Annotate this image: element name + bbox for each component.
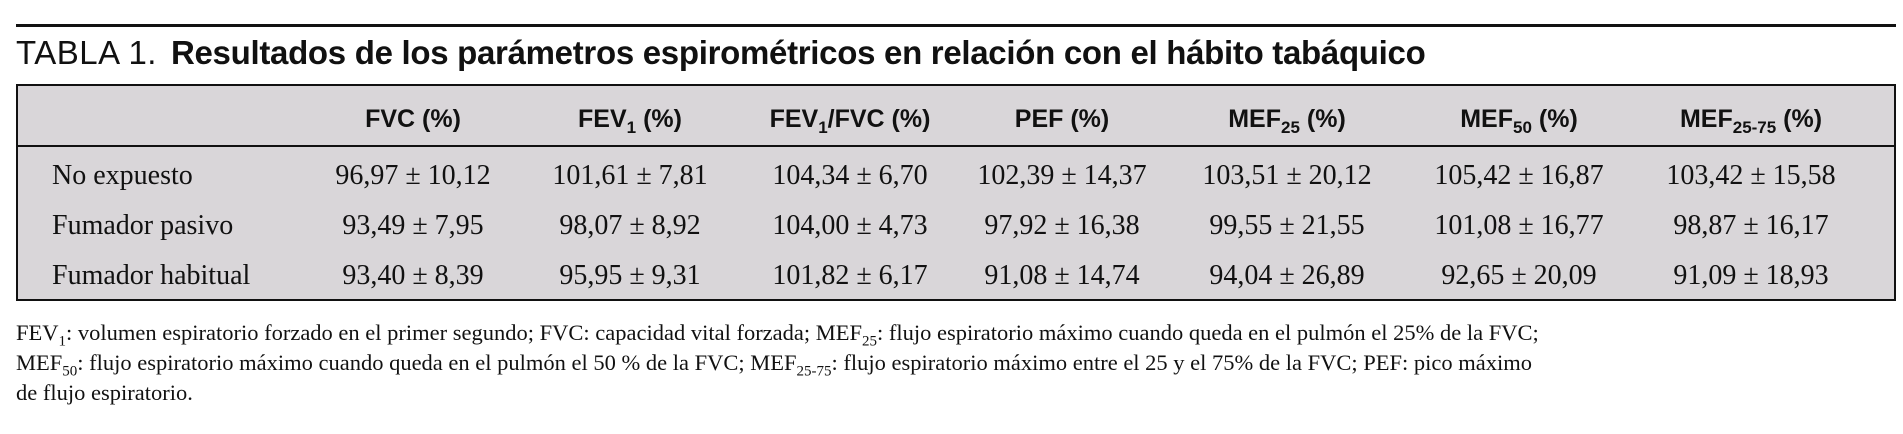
table-caption: Resultados de los parámetros espirométri… <box>170 34 1426 71</box>
row-label: No expuesto <box>52 160 193 191</box>
column-header: PEF (%) <box>1014 105 1110 133</box>
table-cell: 96,97 ± 10,12 <box>335 160 491 191</box>
table-cell: 105,42 ± 16,87 <box>1434 160 1604 191</box>
table-cell: 99,55 ± 21,55 <box>1209 210 1365 241</box>
footnote-line-3: de flujo espiratorio. <box>16 380 193 405</box>
table-cell: 98,87 ± 16,17 <box>1673 210 1829 241</box>
row-label: Fumador pasivo <box>52 210 234 241</box>
footnote-line-2: MEF50: flujo espiratorio máximo cuando q… <box>16 350 1533 380</box>
top-rule <box>16 24 1896 27</box>
table-cell: 104,34 ± 6,70 <box>772 160 928 191</box>
column-header: FEV1 (%) <box>578 105 682 137</box>
table-cell: 101,82 ± 6,17 <box>772 260 928 291</box>
table-cell: 93,49 ± 7,95 <box>342 210 484 241</box>
table-cell: 91,09 ± 18,93 <box>1673 260 1829 291</box>
results-table: FVC (%) FEV1 (%) FEV1/FVC (%) PEF (%) MEF25 … <box>16 84 1896 301</box>
column-header: FVC (%) <box>365 105 461 133</box>
header-divider <box>18 145 1894 147</box>
table-cell: 91,08 ± 14,74 <box>984 260 1140 291</box>
table-cell: 103,42 ± 15,58 <box>1666 160 1836 191</box>
table-number: TABLA 1. <box>16 34 157 71</box>
table-cell: 101,61 ± 7,81 <box>552 160 708 191</box>
row-label: Fumador habitual <box>52 260 251 291</box>
table-title: TABLA 1. Resultados de los parámetros esp… <box>16 33 1426 74</box>
footnote-line-1: FEV1: volumen espiratorio forzado en el … <box>16 320 1539 350</box>
column-header: MEF50 (%) <box>1460 105 1578 137</box>
table-cell: 98,07 ± 8,92 <box>559 210 701 241</box>
table-cell: 94,04 ± 26,89 <box>1209 260 1365 291</box>
table-cell: 101,08 ± 16,77 <box>1434 210 1604 241</box>
table-cell: 95,95 ± 9,31 <box>559 260 701 291</box>
table-cell: 92,65 ± 20,09 <box>1441 260 1597 291</box>
table-cell: 103,51 ± 20,12 <box>1202 160 1372 191</box>
column-header: MEF25-75 (%) <box>1679 105 1823 137</box>
table-cell: 102,39 ± 14,37 <box>977 160 1147 191</box>
table-cell: 93,40 ± 8,39 <box>342 260 484 291</box>
table-cell: 97,92 ± 16,38 <box>984 210 1140 241</box>
table-cell: 104,00 ± 4,73 <box>772 210 928 241</box>
table-footnote: FEV1: volumen espiratorio forzado en el … <box>16 318 1886 408</box>
column-header: MEF25 (%) <box>1228 105 1346 137</box>
column-header: FEV1/FVC (%) <box>769 105 931 137</box>
